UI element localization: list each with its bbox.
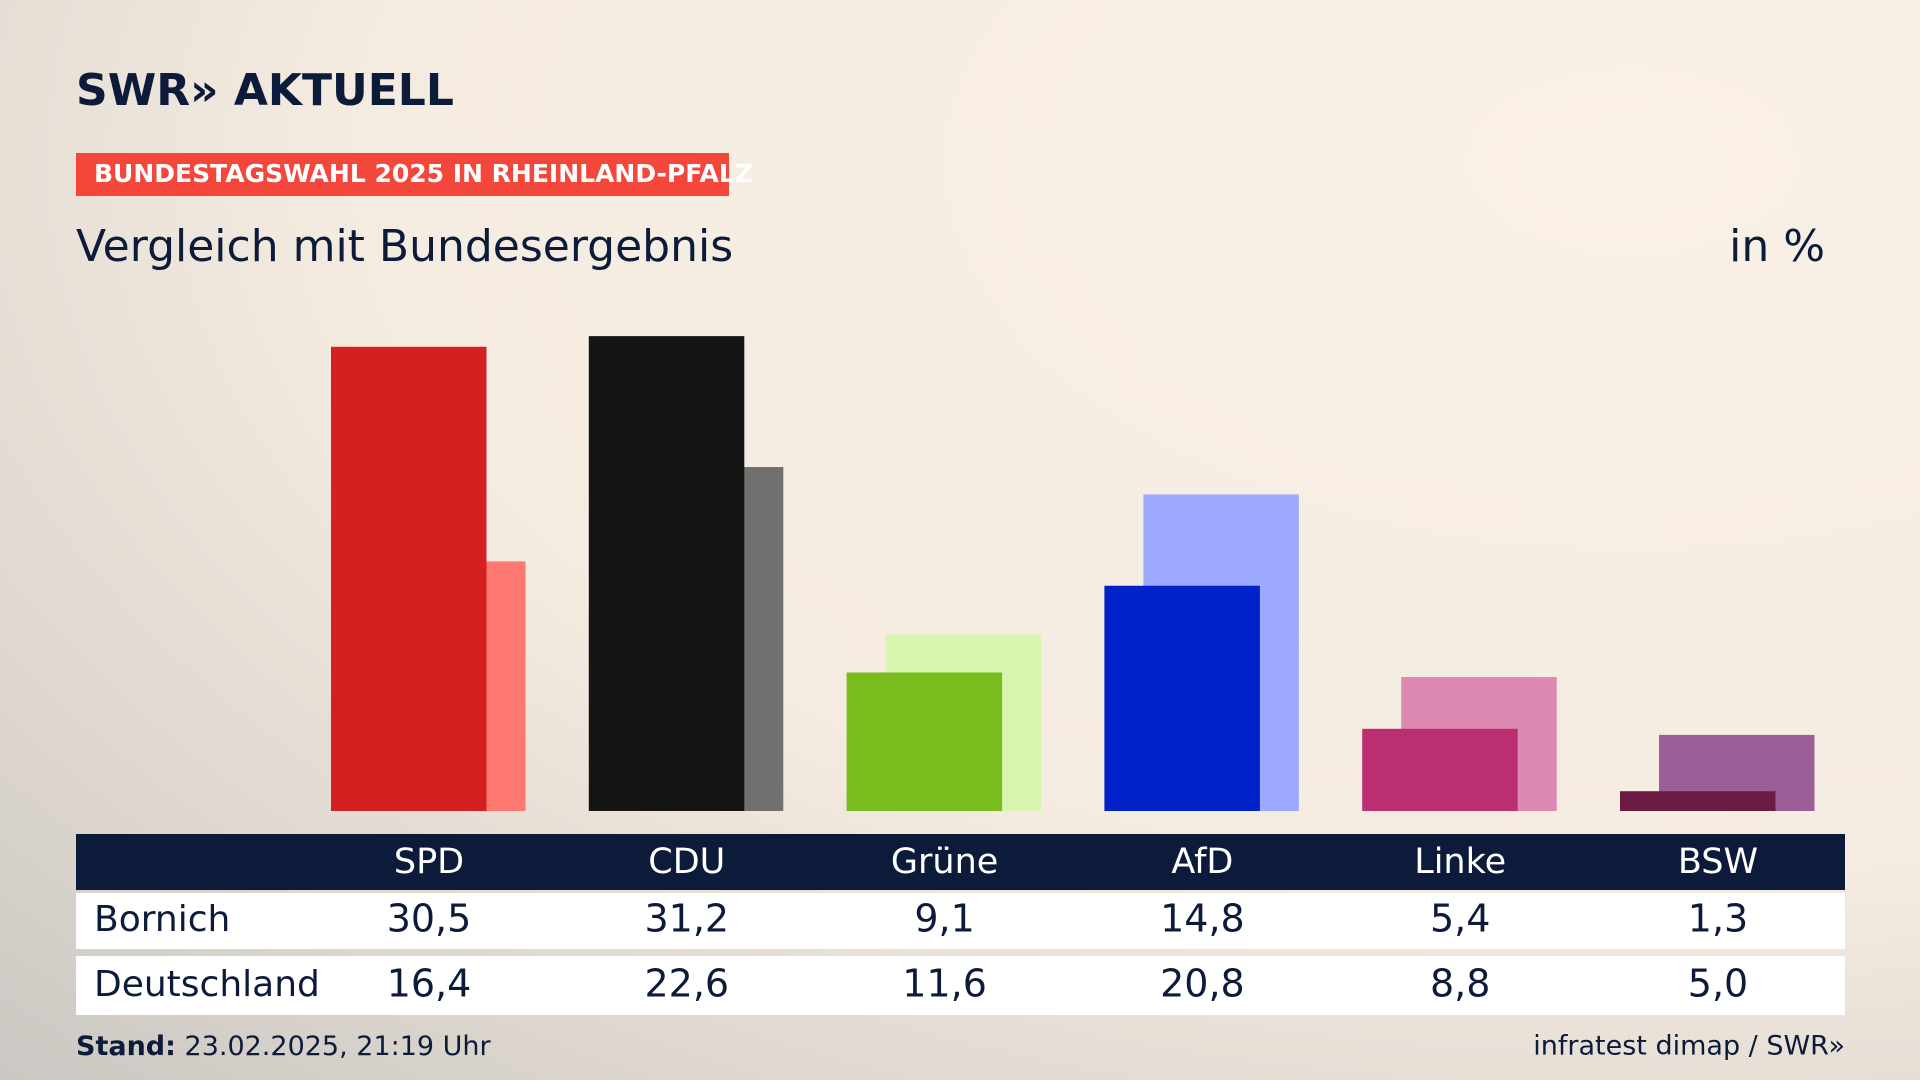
- value-label: 8,8: [1430, 962, 1490, 1006]
- kicker-box: [76, 153, 729, 196]
- bar: [331, 346, 487, 811]
- stand-label: Stand:: [76, 1031, 176, 1062]
- chart-title: Vergleich mit Bundesergebnis: [76, 221, 733, 272]
- row-label: Bornich: [94, 899, 230, 940]
- table-header: [76, 834, 1845, 890]
- category-label: BSW: [1678, 842, 1758, 882]
- bar: [1620, 791, 1776, 811]
- category-label: CDU: [648, 842, 725, 882]
- value-label: 31,2: [644, 897, 729, 941]
- row-label: Deutschland: [94, 964, 320, 1005]
- value-label: 9,1: [914, 897, 974, 941]
- value-label: 14,8: [1160, 897, 1245, 941]
- value-label: 20,8: [1160, 962, 1245, 1006]
- value-label: 5,4: [1430, 897, 1490, 941]
- brand: SWR» AKTUELL: [76, 65, 454, 116]
- value-label: 1,3: [1688, 897, 1748, 941]
- value-label: 22,6: [644, 962, 729, 1006]
- unit: in %: [1729, 221, 1825, 272]
- stand-date: 23.02.2025, 21:19 Uhr: [185, 1031, 492, 1062]
- category-label: Linke: [1414, 842, 1506, 882]
- bar: [588, 336, 745, 811]
- value-label: 11,6: [902, 962, 987, 1006]
- category-label: Grüne: [891, 842, 998, 882]
- kicker: BUNDESTAGSWAHL 2025 IN RHEINLAND-PFALZ: [94, 159, 753, 188]
- bar: [1362, 728, 1518, 811]
- table-row: [76, 956, 1845, 1015]
- stand: Stand: 23.02.2025, 21:19 Uhr: [76, 1031, 492, 1062]
- source: infratest dimap / SWR»: [1533, 1031, 1845, 1062]
- value-label: 30,5: [387, 897, 472, 941]
- table-row: [76, 893, 1845, 949]
- value-label: 16,4: [387, 962, 472, 1006]
- bar: [1104, 585, 1260, 811]
- value-label: 5,0: [1688, 962, 1748, 1006]
- category-label: SPD: [394, 842, 464, 882]
- category-label: AfD: [1171, 842, 1233, 882]
- bar: [846, 672, 1003, 811]
